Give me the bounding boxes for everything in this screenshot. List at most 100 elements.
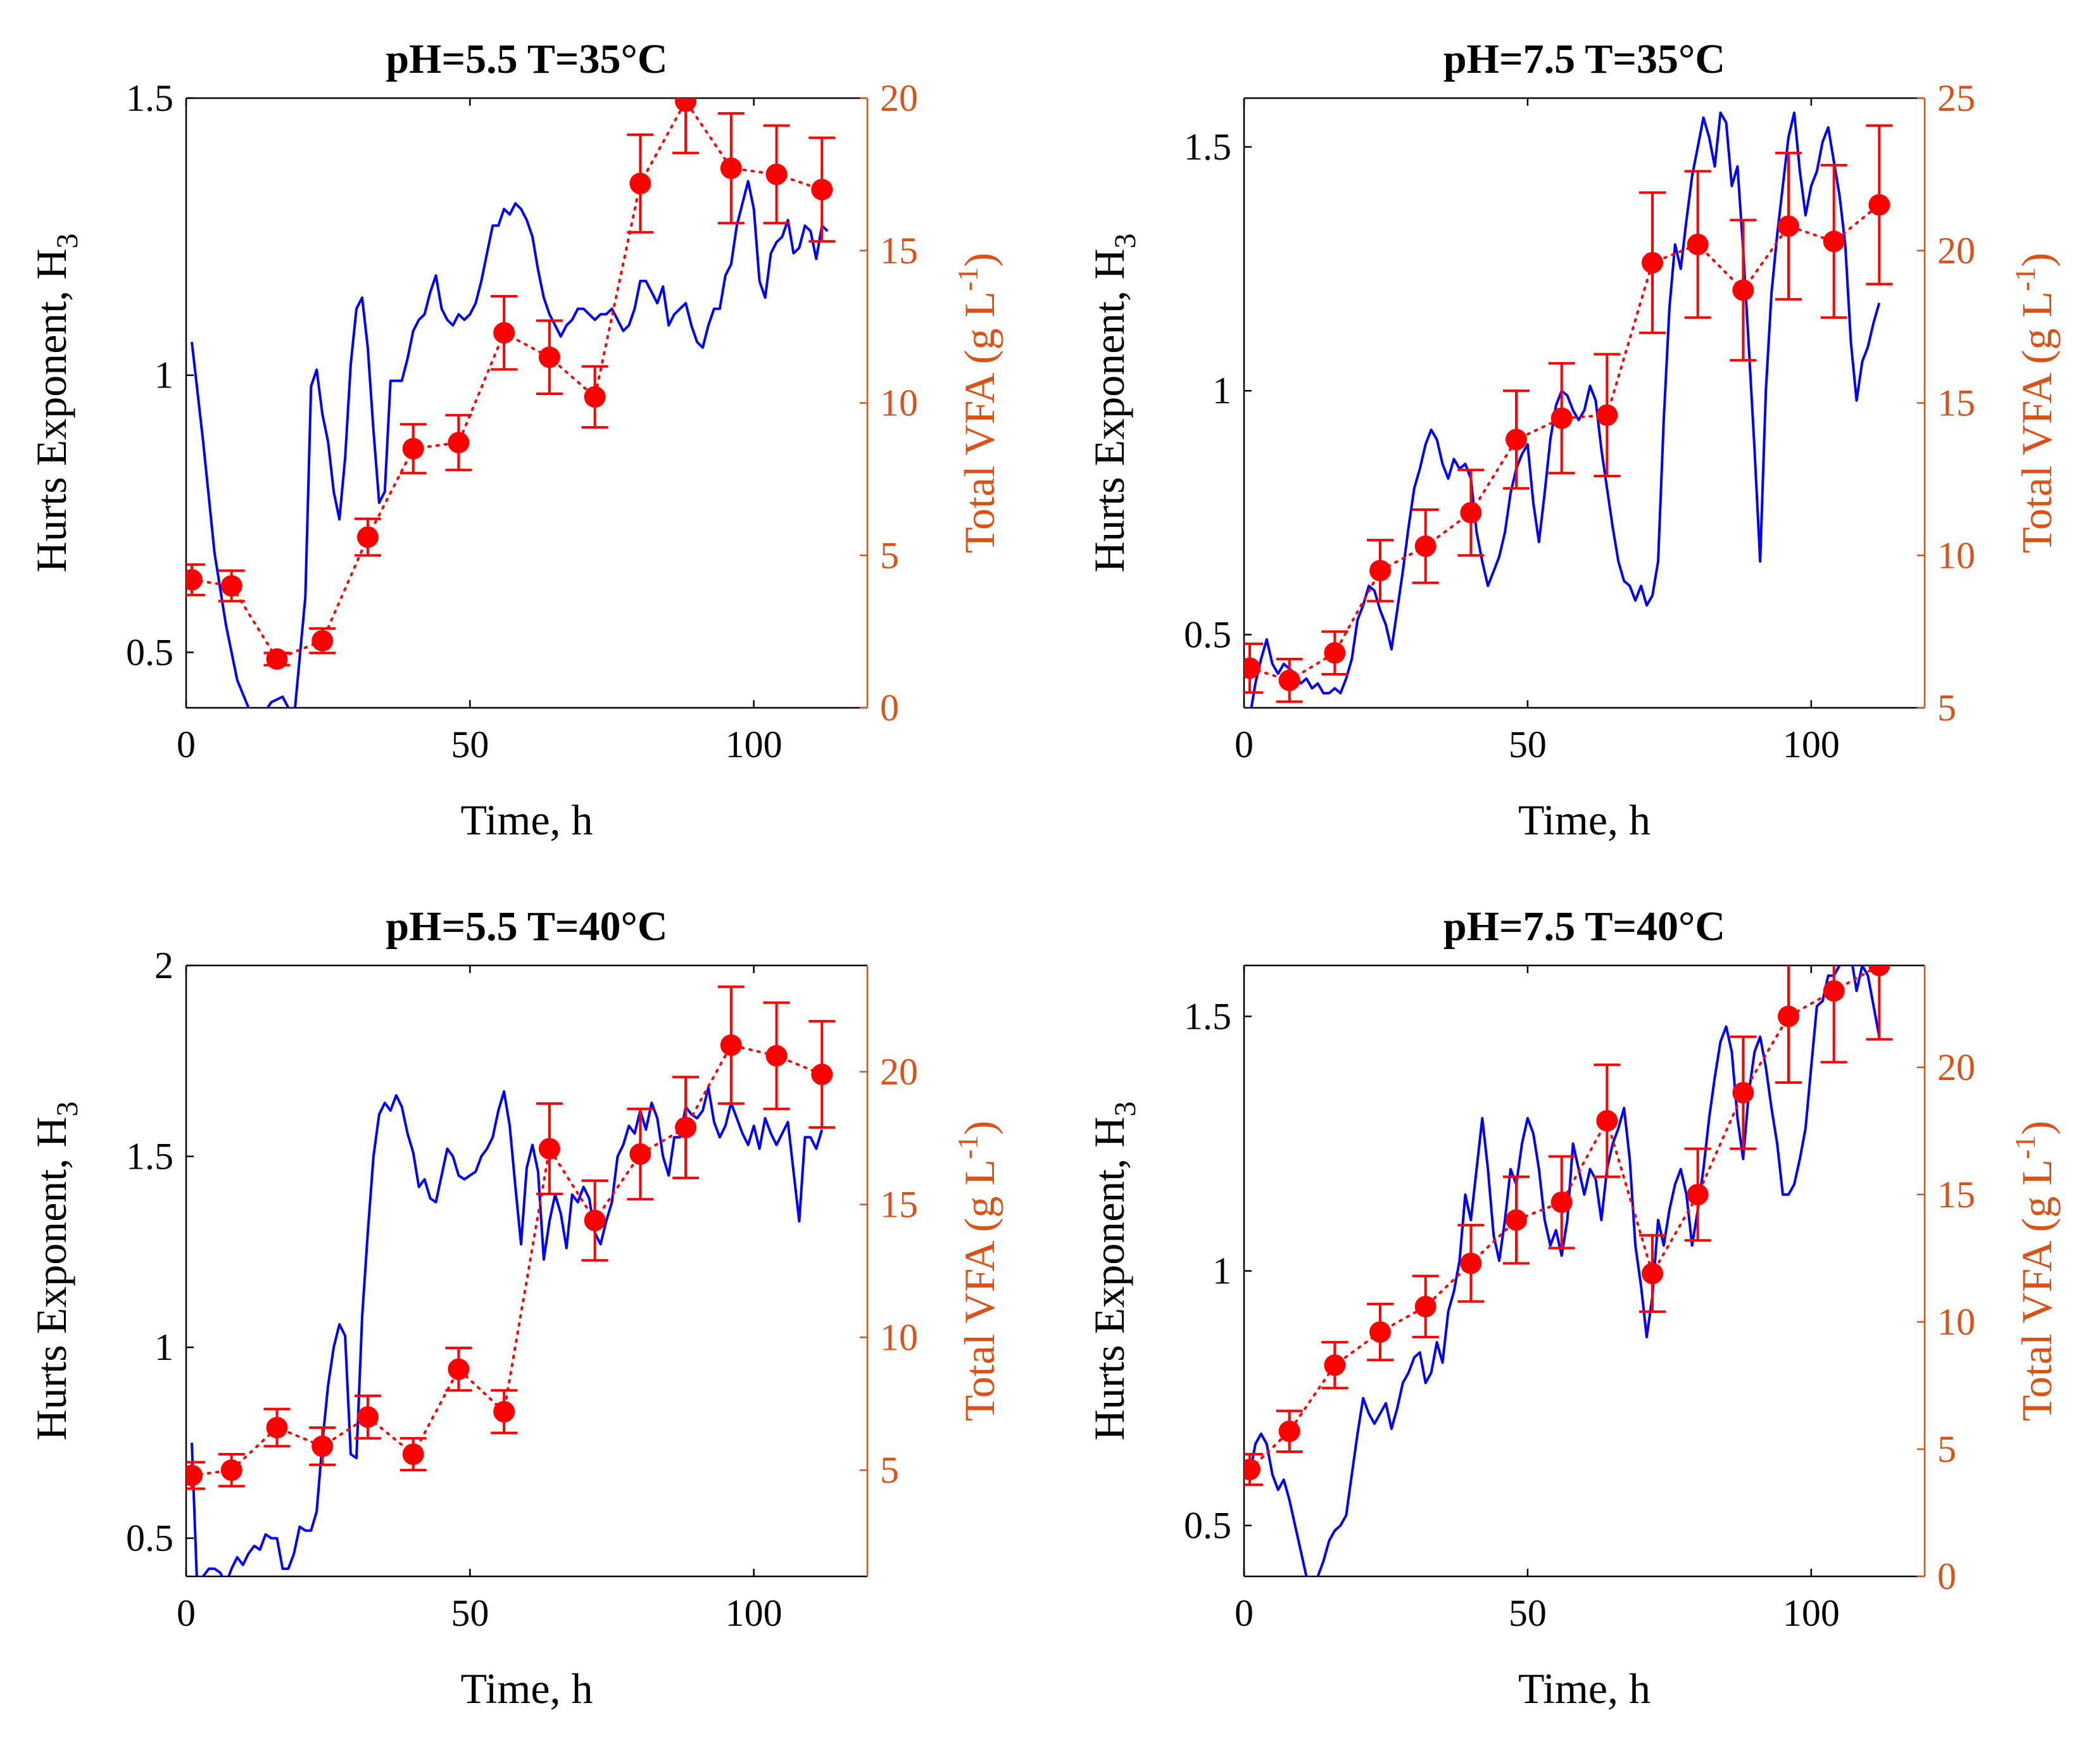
chart-panel-4: pH=7.5 T=40°C 0 50 100 0.5 1 1.5 0 5 10 15 20 Time, … <box>1085 903 2061 1713</box>
chart-panel-1: pH=5.5 T=35°C 0 50 100 0.5 1 1.5 0 5 10 15 20 Time, … <box>27 36 1003 844</box>
y2-tick-label: 20 <box>880 1051 918 1093</box>
vfa-marker <box>720 1034 742 1056</box>
vfa-marker <box>220 1459 242 1481</box>
y-axis-label: Hurts Exponent, H3 <box>1085 1102 1142 1441</box>
vfa-marker <box>402 437 424 460</box>
plot-data <box>186 985 836 1576</box>
y2-axis-label: Total VFA (g L-1) <box>2009 253 2061 553</box>
chart-title: pH=7.5 T=35°C <box>1443 36 1725 82</box>
y2-axis-label-main: Total VFA (g L <box>955 1159 1003 1421</box>
x-tick-label: 50 <box>451 1592 489 1634</box>
y-tick-label: 1.5 <box>1184 126 1231 168</box>
vfa-marker <box>1596 1110 1618 1132</box>
vfa-marker <box>765 163 788 185</box>
y2-axis-label-main: Total VFA (g L <box>955 291 1003 553</box>
y2-tick-label: 10 <box>880 382 918 424</box>
vfa-marker <box>1868 194 1890 216</box>
vfa-marker <box>1506 1209 1527 1231</box>
y2-tick-label: 10 <box>880 1316 918 1358</box>
x-axis-label: Time, h <box>1518 1664 1650 1713</box>
y2-axis-label-end: ) <box>955 1121 1003 1135</box>
hurst-exponent-line <box>1248 965 1881 1576</box>
y-tick-label: 1.5 <box>1184 995 1231 1037</box>
vfa-marker <box>538 346 560 368</box>
y2-tick-label: 25 <box>1937 77 1975 119</box>
y2-tick-label: 0 <box>880 687 899 729</box>
vfa-marker <box>1324 1354 1346 1376</box>
y-tick-label: 1 <box>154 1326 173 1368</box>
x-tick-label: 100 <box>1783 724 1840 765</box>
vfa-marker <box>1823 230 1845 253</box>
y2-tick-label: 5 <box>1937 687 1956 729</box>
vfa-marker <box>448 1358 470 1380</box>
vfa-marker <box>448 432 470 454</box>
vfa-marker <box>356 526 379 548</box>
y-tick-label: 1 <box>1212 1250 1231 1292</box>
vfa-marker <box>1460 1252 1482 1274</box>
vfa-marker <box>1687 234 1709 256</box>
vfa-marker <box>1642 1262 1663 1285</box>
vfa-marker <box>765 1045 788 1067</box>
vfa-marker <box>311 630 334 652</box>
y2-axis-label-superscript: -1 <box>2009 267 2041 291</box>
y-axis-label-main: Hurts Exponent, H <box>27 249 75 573</box>
x-axis-label: Time, h <box>460 1664 593 1713</box>
vfa-marker <box>811 179 833 201</box>
vfa-marker <box>186 569 203 591</box>
y-axis-label-main: Hurts Exponent, H <box>27 1117 75 1441</box>
y-tick-label: 2 <box>154 945 173 986</box>
vfa-marker <box>266 648 288 670</box>
y-axis-label-main: Hurts Exponent, H <box>1085 249 1133 573</box>
vfa-marker <box>1369 560 1391 582</box>
vfa-marker <box>1778 1005 1799 1028</box>
vfa-marker <box>1732 1082 1754 1104</box>
vfa-marker <box>675 1116 697 1138</box>
y-axis-label-subscript: 3 <box>51 1102 84 1117</box>
x-tick-label: 0 <box>177 724 196 765</box>
x-tick-label: 50 <box>1509 724 1547 765</box>
vfa-marker <box>629 1143 651 1165</box>
x-axis-label: Time, h <box>460 796 593 844</box>
vfa-marker <box>1414 535 1437 557</box>
hurst-exponent-line <box>1250 111 1881 708</box>
y2-tick-label: 10 <box>1937 1301 1975 1343</box>
vfa-marker <box>402 1443 424 1465</box>
chart-title: pH=7.5 T=40°C <box>1443 903 1725 950</box>
vfa-marker <box>311 1435 334 1457</box>
vfa-marker <box>220 575 242 597</box>
vfa-marker <box>629 172 651 194</box>
vfa-dotted-line <box>1248 965 1881 1471</box>
y-tick-label: 0.5 <box>126 1518 173 1559</box>
vfa-marker <box>1778 215 1799 237</box>
x-tick-label: 100 <box>1783 1592 1840 1634</box>
vfa-marker <box>584 1209 606 1231</box>
vfa-marker <box>811 1064 833 1086</box>
vfa-marker <box>1868 965 1890 976</box>
chart-title: pH=5.5 T=40°C <box>386 903 667 950</box>
y-axis-label-main: Hurts Exponent, H <box>1085 1117 1133 1441</box>
y2-tick-label: 0 <box>1937 1556 1956 1597</box>
vfa-marker <box>1414 1295 1437 1317</box>
x-tick-label: 100 <box>726 1592 783 1634</box>
vfa-marker <box>1278 1420 1300 1442</box>
vfa-marker <box>1550 407 1573 429</box>
y-axis-label-subscript: 3 <box>1109 234 1142 249</box>
y2-tick-label: 5 <box>1937 1428 1956 1470</box>
plot-data <box>1244 111 1893 708</box>
y2-axis-label-superscript: -1 <box>952 1135 984 1159</box>
y2-axis-label-superscript: -1 <box>952 267 984 291</box>
y2-axis-label-end: ) <box>2013 253 2061 267</box>
vfa-marker <box>584 386 606 408</box>
vfa-marker <box>186 1464 203 1486</box>
y-axis-label-subscript: 3 <box>1109 1102 1142 1117</box>
chart-panel-2: pH=7.5 T=35°C 0 50 100 0.5 1 1.5 5 10 15 20 25 Time,… <box>1085 36 2061 844</box>
vfa-marker <box>1642 252 1663 274</box>
vfa-marker <box>266 1417 288 1439</box>
y-axis-label: Hurts Exponent, H3 <box>27 1102 84 1441</box>
vfa-marker <box>356 1406 379 1428</box>
vfa-marker <box>1506 429 1527 451</box>
y2-tick-label: 20 <box>1937 230 1975 272</box>
x-tick-label: 0 <box>1235 724 1254 765</box>
y-axis-label-subscript: 3 <box>51 234 84 249</box>
plot-data <box>186 98 836 708</box>
